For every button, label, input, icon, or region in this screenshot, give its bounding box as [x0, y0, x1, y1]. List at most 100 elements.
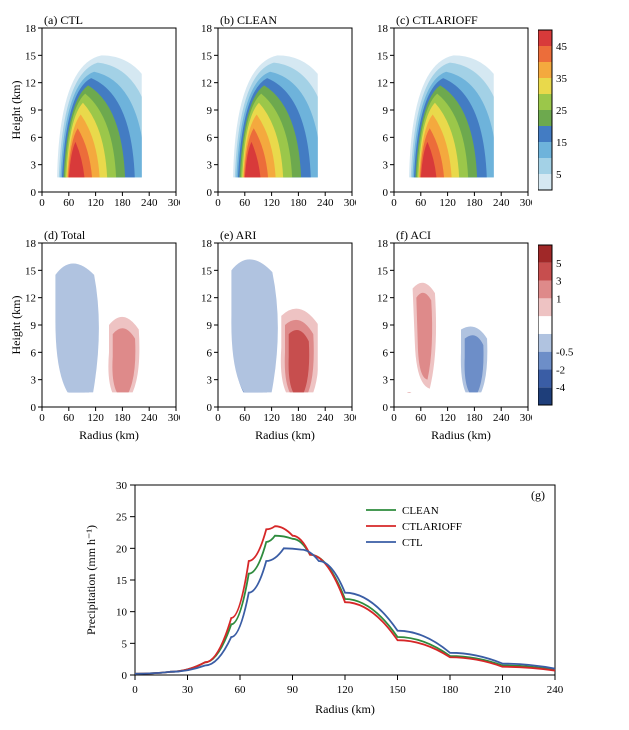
svg-text:12: 12	[201, 293, 212, 305]
top-row: 0369121518060120180240300(a) CTLHeight (…	[10, 10, 629, 215]
svg-text:3: 3	[31, 375, 37, 387]
svg-text:(d) Total: (d) Total	[44, 228, 86, 242]
svg-text:12: 12	[377, 293, 388, 305]
svg-text:18: 18	[25, 238, 37, 250]
svg-text:0: 0	[391, 412, 397, 424]
svg-text:210: 210	[494, 684, 511, 696]
svg-text:(f) ACI: (f) ACI	[396, 228, 431, 242]
svg-text:3: 3	[383, 160, 389, 172]
svg-text:180: 180	[466, 412, 483, 424]
svg-text:300: 300	[168, 197, 180, 209]
svg-text:120: 120	[87, 412, 104, 424]
svg-text:20: 20	[116, 543, 128, 555]
svg-text:0: 0	[207, 187, 213, 199]
svg-text:120: 120	[87, 197, 104, 209]
svg-text:15: 15	[201, 265, 213, 277]
svg-text:15: 15	[201, 50, 213, 62]
svg-text:5: 5	[556, 169, 562, 181]
svg-text:30: 30	[182, 684, 194, 696]
svg-text:12: 12	[25, 293, 36, 305]
svg-text:60: 60	[234, 684, 246, 696]
svg-text:Radius (km): Radius (km)	[255, 428, 315, 442]
svg-text:18: 18	[377, 23, 389, 35]
svg-text:CTLARIOFF: CTLARIOFF	[402, 521, 462, 533]
svg-text:120: 120	[439, 197, 456, 209]
svg-text:9: 9	[207, 105, 213, 117]
svg-text:Radius (km): Radius (km)	[315, 702, 375, 716]
svg-text:240: 240	[317, 412, 334, 424]
svg-text:180: 180	[441, 684, 458, 696]
svg-text:Height (km): Height (km)	[10, 81, 23, 140]
svg-text:15: 15	[377, 265, 389, 277]
panel-d: 0369121518060120180240300(d) TotalHeight…	[10, 225, 180, 450]
svg-text:60: 60	[63, 412, 75, 424]
svg-text:240: 240	[141, 197, 158, 209]
svg-text:25: 25	[116, 512, 128, 524]
svg-text:(c) CTLARIOFF: (c) CTLARIOFF	[396, 13, 478, 27]
svg-text:3: 3	[207, 375, 213, 387]
svg-text:9: 9	[31, 320, 37, 332]
svg-text:180: 180	[114, 412, 131, 424]
svg-text:0: 0	[39, 412, 45, 424]
svg-text:240: 240	[141, 412, 158, 424]
svg-text:300: 300	[344, 197, 356, 209]
svg-text:6: 6	[31, 347, 37, 359]
svg-text:18: 18	[25, 23, 37, 35]
svg-text:-4: -4	[556, 382, 566, 394]
svg-text:300: 300	[168, 412, 180, 424]
svg-text:120: 120	[439, 412, 456, 424]
svg-text:240: 240	[493, 412, 510, 424]
panel-b: 0369121518060120180240300(b) CLEAN	[186, 10, 356, 215]
svg-text:240: 240	[546, 684, 563, 696]
svg-text:15: 15	[25, 50, 37, 62]
svg-text:5: 5	[556, 258, 562, 270]
svg-text:120: 120	[336, 684, 353, 696]
svg-text:240: 240	[493, 197, 510, 209]
svg-text:45: 45	[556, 41, 568, 53]
svg-text:5: 5	[121, 638, 127, 650]
svg-text:18: 18	[377, 238, 389, 250]
svg-text:300: 300	[520, 197, 532, 209]
svg-text:0: 0	[383, 187, 389, 199]
svg-text:9: 9	[383, 320, 389, 332]
svg-text:18: 18	[201, 23, 213, 35]
svg-text:CTL: CTL	[402, 537, 423, 549]
svg-text:18: 18	[201, 238, 213, 250]
svg-text:Precipitation (mm h⁻¹): Precipitation (mm h⁻¹)	[84, 525, 98, 635]
svg-text:6: 6	[383, 347, 389, 359]
svg-text:0: 0	[121, 670, 127, 682]
svg-text:150: 150	[389, 684, 406, 696]
svg-text:9: 9	[207, 320, 213, 332]
colorbar-top: 515253545	[538, 10, 568, 215]
svg-text:0: 0	[31, 402, 37, 414]
svg-text:0: 0	[391, 197, 397, 209]
svg-text:25: 25	[556, 105, 568, 117]
svg-text:-2: -2	[556, 364, 565, 376]
svg-text:300: 300	[344, 412, 356, 424]
svg-text:180: 180	[290, 412, 307, 424]
svg-text:6: 6	[31, 132, 37, 144]
svg-text:-0.5: -0.5	[556, 347, 574, 359]
svg-text:0: 0	[39, 197, 45, 209]
svg-text:6: 6	[207, 132, 213, 144]
svg-text:60: 60	[239, 412, 251, 424]
panel-e: 0369121518060120180240300(e) ARIRadius (…	[186, 225, 356, 450]
svg-text:Radius (km): Radius (km)	[79, 428, 139, 442]
svg-text:1: 1	[556, 293, 562, 305]
svg-text:3: 3	[383, 375, 389, 387]
svg-text:300: 300	[520, 412, 532, 424]
svg-text:Height (km): Height (km)	[10, 296, 23, 355]
svg-text:120: 120	[263, 197, 280, 209]
svg-text:240: 240	[317, 197, 334, 209]
svg-text:0: 0	[31, 187, 37, 199]
svg-text:Radius (km): Radius (km)	[431, 428, 491, 442]
svg-text:0: 0	[383, 402, 389, 414]
panel-a: 0369121518060120180240300(a) CTLHeight (…	[10, 10, 180, 215]
svg-text:12: 12	[25, 78, 36, 90]
svg-text:9: 9	[31, 105, 37, 117]
svg-text:6: 6	[383, 132, 389, 144]
svg-text:60: 60	[63, 197, 75, 209]
svg-text:60: 60	[415, 412, 427, 424]
svg-text:180: 180	[466, 197, 483, 209]
svg-text:15: 15	[25, 265, 37, 277]
